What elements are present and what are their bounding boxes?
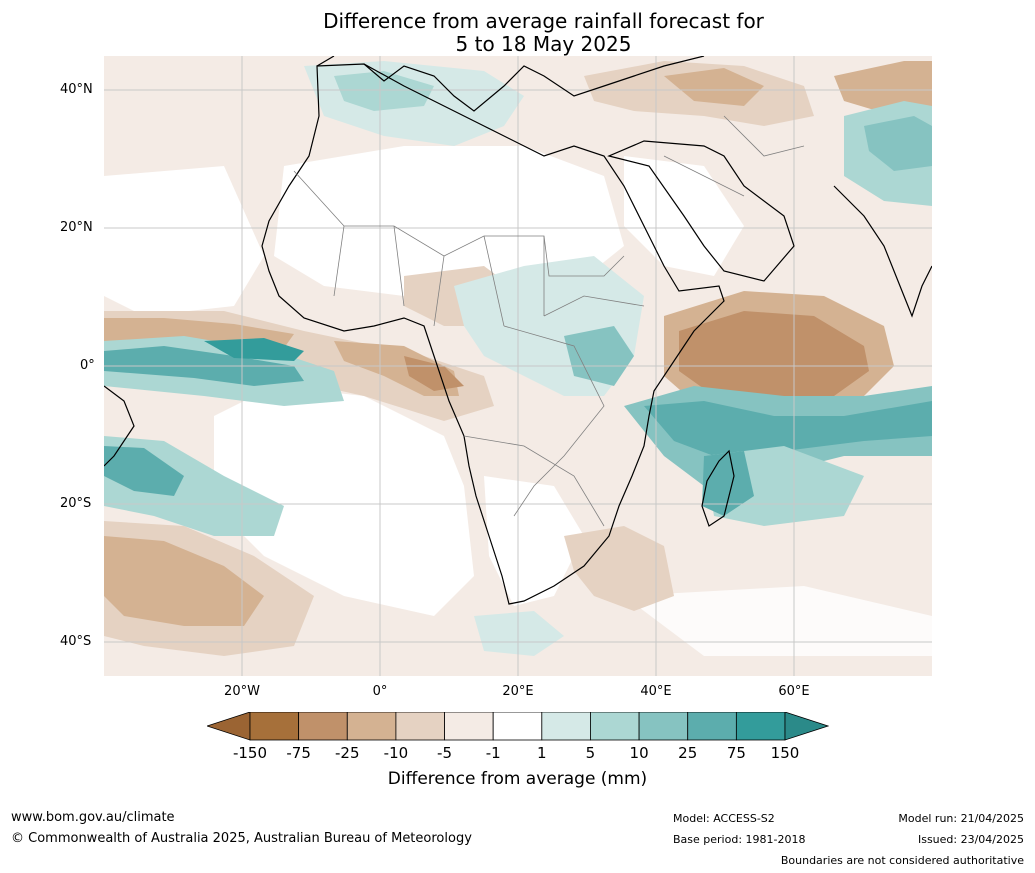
wet-region-southern-ocean [474, 611, 564, 656]
lat-label-20n: 20°N [60, 220, 93, 235]
wet-region-tibet-core [864, 116, 932, 171]
wet-region-atlantic-equator-core-2 [204, 338, 304, 361]
footer-issued: Issued: 23/04/2025 [917, 833, 1024, 846]
colorbar-over-arrow [784, 712, 829, 741]
lon-label-20w: 20°W [224, 684, 260, 699]
title-line-1: Difference from average rainfall forecas… [323, 9, 764, 33]
lon-label-20e: 20°E [502, 684, 534, 699]
country-borders [293, 115, 805, 527]
colorbar-under-arrow [207, 712, 251, 741]
footer-model: Model: ACCESS-S2 [673, 812, 775, 825]
lon-label-40e: 40°E [640, 684, 672, 699]
dry-region-gulf-guinea-core-3 [404, 356, 464, 391]
dry-region-iran [664, 68, 764, 106]
dry-region-south-atlantic-core [104, 536, 264, 626]
rainfall-map [104, 56, 932, 676]
wet-region-lake-victoria [564, 326, 634, 386]
wet-region-mozambique-core [644, 401, 932, 456]
colorbar-tick-label: -25 [335, 744, 360, 762]
colorbar-box [735, 712, 786, 741]
colorbar-box [346, 712, 397, 741]
colorbar-box [541, 712, 591, 741]
title-line-2: 5 to 18 May 2025 [455, 32, 632, 56]
colorbar-tick-label: -75 [286, 744, 311, 762]
colorbar-tick-label: 10 [629, 744, 649, 762]
graticule [104, 56, 932, 676]
footer-base-period: Base period: 1981-2018 [673, 833, 806, 846]
colorbar-tick-label: -10 [383, 744, 409, 762]
lat-label-20s: 20°S [60, 496, 92, 511]
africa-coastline [261, 63, 725, 605]
colorbar-box [638, 712, 689, 741]
dry-region-indian-ocean-core [679, 311, 869, 406]
colorbar-box [444, 712, 494, 741]
lat-label-40n: 40°N [60, 82, 93, 97]
arabia-coastline [607, 140, 795, 282]
neutral-region-nw-ocean [104, 166, 264, 316]
lon-label-0: 0° [372, 684, 388, 699]
colorbar-box [395, 712, 445, 741]
colorbar-tick-label: 150 [770, 744, 800, 762]
footer-disclaimer: Boundaries are not considered authoritat… [780, 854, 1024, 867]
europe-coastline [316, 56, 705, 112]
map-canvas [104, 56, 932, 676]
map-title: Difference from average rainfall forecas… [0, 10, 1035, 56]
colorbar-tick-label: 1 [537, 744, 547, 762]
colorbar-tick-label: -5 [437, 744, 453, 762]
lat-label-40s: 40°S [60, 634, 92, 649]
colorbar-box [249, 712, 300, 741]
colorbar-tick-label: -1 [485, 744, 501, 762]
footer-url[interactable]: www.bom.gov.au/climate [11, 810, 175, 825]
neutral-region-south-africa [484, 476, 584, 606]
colorbar-tick-label: -150 [232, 744, 268, 762]
colorbar-label: Difference from average (mm) [387, 769, 648, 789]
colorbar-tick-label: 75 [726, 744, 746, 762]
footer-copyright: © Commonwealth of Australia 2025, Austra… [11, 831, 472, 846]
colorbar [207, 712, 829, 741]
south-america-coastline [104, 385, 135, 467]
colorbar-tick-label: 25 [678, 744, 698, 762]
wet-region-mediterranean-core [334, 71, 434, 111]
colorbar-box [298, 712, 348, 741]
india-coastline [833, 185, 932, 318]
wet-region-southwest-atlantic-core [104, 446, 184, 496]
madagascar-coastline [701, 449, 735, 527]
neutral-region-south-atlantic [214, 386, 474, 616]
colorbar-box [687, 712, 737, 741]
footer-model-run: Model run: 21/04/2025 [898, 812, 1024, 825]
colorbar-boxes [249, 712, 786, 741]
dry-region-south-africa-east [564, 526, 674, 611]
neutral-region-far-south [624, 586, 932, 656]
lon-label-60e: 60°E [778, 684, 810, 699]
colorbar-box [492, 712, 543, 741]
lat-label-equator: 0° [80, 358, 95, 373]
colorbar-tick-label: 5 [585, 744, 596, 762]
colorbar-box [590, 712, 640, 741]
